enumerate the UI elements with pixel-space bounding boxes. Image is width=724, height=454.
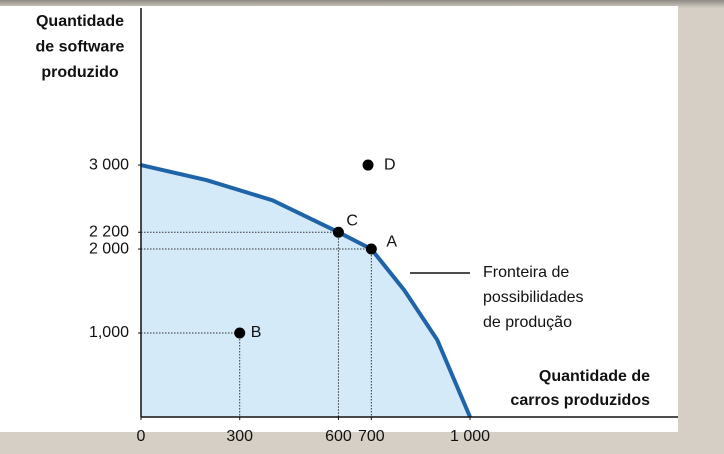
annotation: Fronteira de	[483, 264, 569, 281]
x-tick-label: 1 000	[450, 428, 490, 445]
point-label: C	[346, 212, 358, 229]
x-tick-label: 700	[358, 428, 385, 445]
point-label: B	[251, 324, 262, 341]
area	[141, 165, 471, 417]
top-shade	[0, 0, 724, 8]
point-label: D	[384, 156, 396, 173]
annotation: de produção	[483, 314, 572, 331]
x-axis-title: carros produzidos	[510, 392, 650, 409]
y-tick-label: 2 200	[89, 223, 129, 240]
x-tick-label: 600	[325, 428, 352, 445]
x-axis-title: Quantidade de	[539, 368, 650, 385]
y-tick-label: 3 000	[89, 156, 129, 173]
x-tick-label: 0	[137, 428, 146, 445]
point	[332, 226, 344, 238]
x-tick-label: 300	[226, 428, 253, 445]
y-tick-label: 2 000	[89, 240, 129, 257]
point-label: A	[386, 233, 397, 250]
point	[234, 327, 246, 339]
point	[365, 243, 377, 255]
y-axis-title: de software	[36, 39, 125, 56]
point	[362, 159, 374, 171]
y-tick-label: 1,000	[89, 324, 129, 341]
y-axis-title: Quantidade	[36, 13, 124, 30]
y-axis-title: produzido	[41, 64, 119, 81]
annotation: possibilidades	[483, 289, 584, 306]
